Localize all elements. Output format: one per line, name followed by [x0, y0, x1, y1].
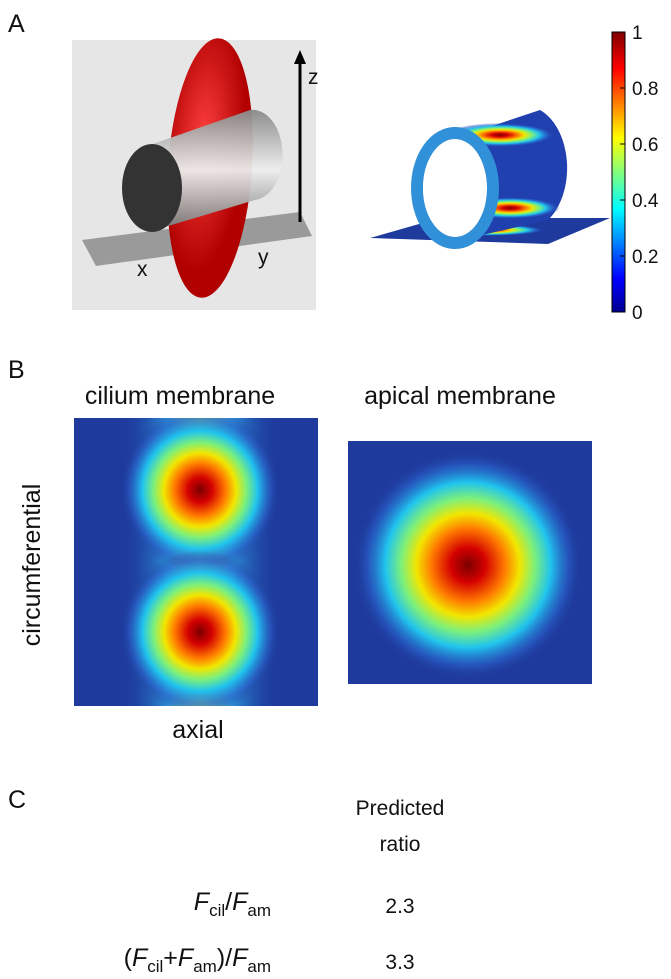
tick-label: 0.6: [632, 135, 658, 156]
axis-label: circumferential: [18, 484, 46, 647]
heatmap: [74, 408, 318, 714]
map-title: apical membrane: [364, 382, 556, 410]
ratio-value: 2.3: [385, 895, 414, 918]
colorbar-scale: [612, 32, 625, 312]
text: )/: [217, 944, 232, 972]
axis-label: z: [308, 66, 319, 89]
cylinder-end: [122, 144, 182, 232]
text: F: [132, 944, 147, 972]
text: F: [194, 888, 209, 916]
row-label: Fcil/Fam: [194, 888, 271, 921]
panel-label: B: [8, 356, 25, 384]
tick-label: 0.4: [632, 191, 659, 212]
text: am: [247, 957, 271, 976]
page: A z x y 1 0.8 0.6 0.4 0.2 0 B cilium membrane…: [0, 0, 671, 979]
text: am: [247, 901, 271, 920]
heatmap: [348, 441, 592, 684]
header: Predicted: [356, 797, 445, 820]
text: F: [178, 944, 193, 972]
tick-label: 0.2: [632, 247, 658, 268]
row-label: (Fcil+Fam)/Fam: [124, 944, 271, 977]
tick-label: 0.8: [632, 79, 658, 100]
text: am: [193, 957, 217, 976]
text: +: [163, 944, 178, 972]
text: cil: [147, 957, 163, 976]
figure: A z x y 1 0.8 0.6 0.4 0.2 0 B cilium membrane…: [0, 0, 671, 979]
text: F: [232, 944, 247, 972]
ratio-value: 3.3: [385, 951, 414, 974]
colorbar: 1 0.8 0.6 0.4 0.2 0: [612, 23, 659, 324]
map-title: cilium membrane: [85, 382, 275, 410]
axis-label: axial: [172, 716, 223, 744]
header: ratio: [380, 833, 421, 856]
text: (: [124, 944, 132, 972]
text: F: [232, 888, 247, 916]
panel-label: C: [8, 786, 26, 814]
tick-label: 0: [632, 303, 643, 324]
axis-label: x: [137, 258, 148, 281]
tick-label: 1: [632, 23, 643, 44]
axis-label: y: [258, 246, 269, 269]
panel-label: A: [8, 10, 25, 38]
text: cil: [209, 901, 225, 920]
cylinder-hole: [423, 139, 487, 237]
